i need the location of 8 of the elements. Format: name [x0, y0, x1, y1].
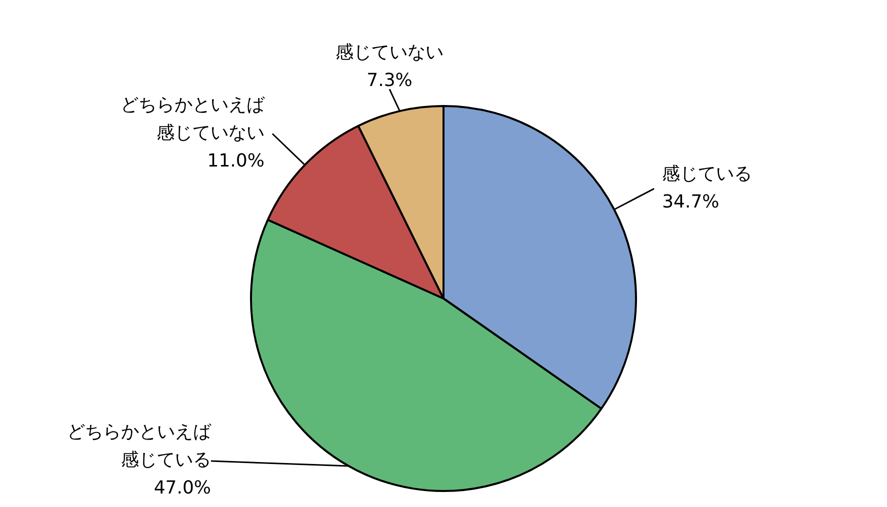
data-label: 11.0%: [207, 150, 264, 172]
slice-label: 感じている: [662, 163, 752, 184]
data-label: 34.7%: [662, 191, 720, 212]
slice-label: 感じていない: [336, 42, 444, 63]
data-label: 7.3%: [366, 70, 412, 91]
slice-label: どちらかといえば感じていない: [120, 94, 266, 144]
data-label: 47.0%: [154, 478, 211, 499]
slice-label: どちらかといえば感じている: [67, 422, 212, 471]
